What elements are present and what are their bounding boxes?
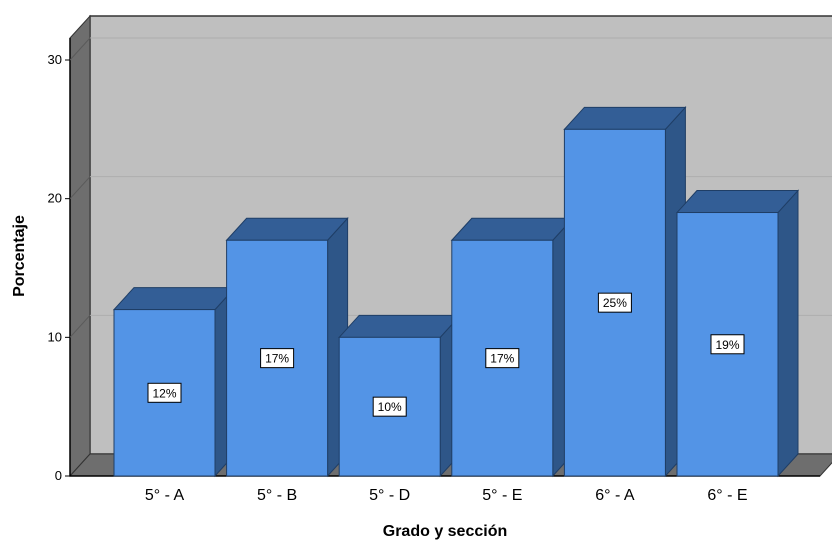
bar-top (225, 217, 349, 241)
x-tick-label: 6° - E (707, 487, 747, 504)
x-tick-label: 5° - E (482, 487, 522, 504)
x-tick-label: 5° - D (369, 487, 410, 504)
data-label-box (597, 292, 632, 313)
y-tick-label: 10 (48, 329, 62, 344)
y-tick-label: 20 (48, 191, 62, 206)
y-tick-label: 0 (55, 468, 62, 483)
bar (225, 216, 349, 478)
y-axis-title: Porcentaje (11, 215, 28, 297)
data-label: 17% (490, 352, 514, 366)
bar (675, 189, 800, 478)
data-label-box (372, 396, 407, 417)
plot-left-wall (69, 14, 91, 478)
bar (338, 314, 462, 478)
bar (450, 216, 574, 478)
data-label-box (485, 348, 520, 369)
x-axis-title: Grado y sección (383, 523, 508, 540)
bar-top (112, 287, 237, 311)
data-label-box (710, 334, 745, 355)
bar-top (450, 217, 574, 241)
data-label: 10% (378, 400, 402, 414)
data-label-box (147, 382, 182, 403)
x-tick-label: 5° - A (145, 487, 185, 504)
bar-top (338, 314, 462, 338)
data-label: 25% (603, 296, 627, 310)
x-tick-label: 5° - B (257, 487, 297, 504)
bar (563, 106, 687, 478)
gridline-wall (69, 37, 91, 61)
data-label: 17% (265, 352, 289, 366)
bar-top (675, 190, 800, 214)
y-tick-label: 30 (48, 52, 62, 67)
bar-top (563, 106, 687, 130)
x-tick-label: 6° - A (595, 487, 635, 504)
gridline-wall (69, 176, 91, 200)
gridline-wall (69, 314, 91, 338)
bar (112, 286, 237, 478)
data-label: 19% (715, 338, 739, 352)
data-label-box (260, 348, 295, 369)
bar-side (777, 189, 799, 478)
data-label: 12% (152, 386, 176, 400)
